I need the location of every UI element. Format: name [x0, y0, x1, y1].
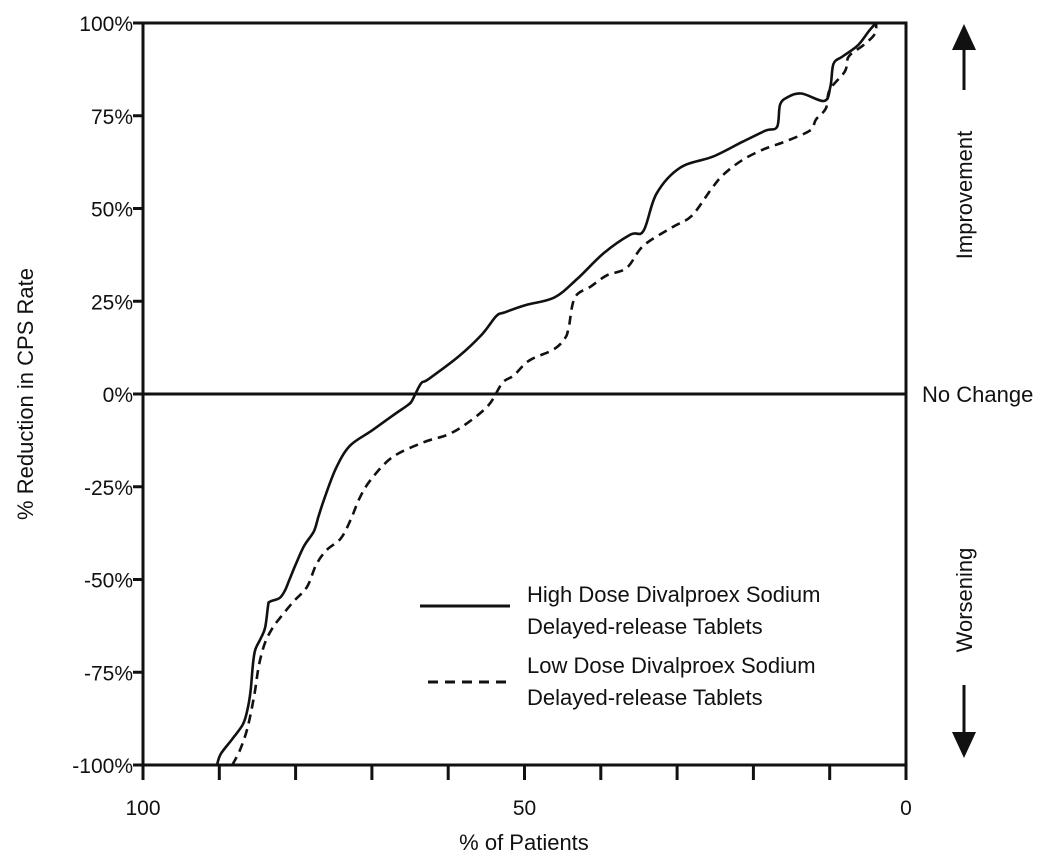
- y-tick-label: 75%: [91, 106, 133, 129]
- no-change-label: No Change: [922, 382, 1033, 407]
- series-line-low-dose: [231, 22, 878, 766]
- legend-label-low-dose-line1: Low Dose Divalproex Sodium: [527, 653, 816, 678]
- y-tick-label: 25%: [91, 291, 133, 314]
- x-axis-title: % of Patients: [459, 830, 589, 855]
- x-tick-label: 100: [125, 797, 160, 820]
- y-tick-label: 100%: [79, 13, 133, 36]
- x-tick-label: 50: [513, 797, 536, 820]
- y-tick-label: -100%: [72, 755, 133, 778]
- y-tick-label: -50%: [84, 570, 133, 593]
- worsening-label: Worsening: [952, 548, 977, 653]
- improvement-label: Improvement: [952, 131, 977, 259]
- series-line-high-dose: [215, 22, 878, 766]
- y-axis-ticks: 100% 75% 50% 25% 0% -25% -50% -75% -100%: [72, 13, 143, 778]
- y-tick-label: -25%: [84, 477, 133, 500]
- legend-label-high-dose-line1: High Dose Divalproex Sodium: [527, 582, 820, 607]
- y-tick-label: 50%: [91, 199, 133, 222]
- reference-layer: No Change: [143, 382, 1033, 407]
- series-layer: [215, 22, 878, 766]
- legend: High Dose Divalproex Sodium Delayed-rele…: [420, 582, 820, 710]
- x-axis-ticks: 100 50 0: [125, 765, 912, 820]
- y-tick-label: -75%: [84, 662, 133, 685]
- y-axis-title: % Reduction in CPS Rate: [13, 268, 38, 520]
- legend-label-high-dose-line2: Delayed-release Tablets: [527, 614, 763, 639]
- improvement-arrow-icon: [952, 24, 976, 90]
- worsening-arrow-icon: [952, 685, 976, 758]
- x-tick-label: 0: [900, 797, 912, 820]
- y-tick-label: 0%: [103, 384, 133, 407]
- legend-label-low-dose-line2: Delayed-release Tablets: [527, 685, 763, 710]
